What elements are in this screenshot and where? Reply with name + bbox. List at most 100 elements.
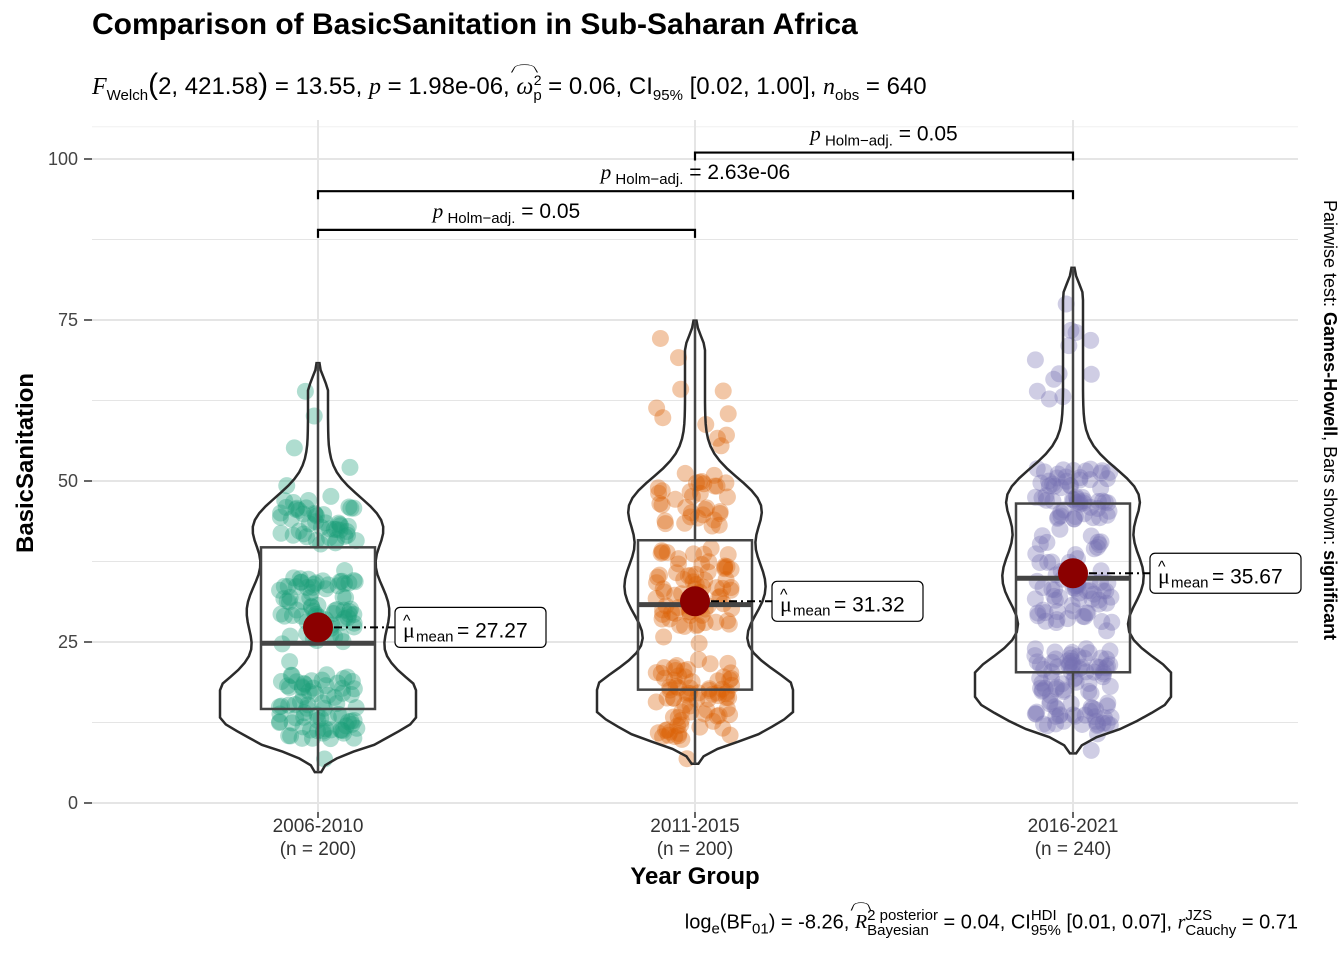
data-point xyxy=(1050,365,1068,383)
comparison-p-value: = 0.05 xyxy=(893,123,958,146)
data-point xyxy=(309,596,327,614)
data-point xyxy=(718,558,736,576)
data-point xyxy=(651,566,669,584)
mean-point xyxy=(1058,558,1088,589)
r2-hat: R xyxy=(855,911,867,934)
data-point xyxy=(717,474,735,492)
data-point xyxy=(302,584,320,602)
comparison-2006-2010-2011-2015: p Holm−adj. = 0.05 xyxy=(316,199,697,238)
data-point xyxy=(296,382,314,400)
data-point xyxy=(676,668,694,686)
data-point xyxy=(1101,677,1119,695)
data-point xyxy=(295,708,313,726)
data-point xyxy=(1065,510,1083,528)
data-point xyxy=(708,429,726,447)
data-point xyxy=(338,668,356,686)
data-point xyxy=(343,715,361,733)
data-point xyxy=(693,555,711,573)
data-point xyxy=(290,522,308,540)
mean-point xyxy=(680,586,710,617)
box-iqr xyxy=(1014,502,1132,674)
data-point xyxy=(661,678,679,696)
data-point xyxy=(1053,675,1071,693)
data-point xyxy=(1040,477,1058,495)
data-point xyxy=(661,610,679,628)
x-tick-n-label: (n = 200) xyxy=(657,839,734,860)
data-point xyxy=(1041,686,1059,704)
data-point xyxy=(1090,595,1108,613)
data-point xyxy=(300,491,318,509)
data-point xyxy=(709,687,727,705)
data-point xyxy=(1085,540,1103,558)
data-point xyxy=(304,578,322,596)
data-point xyxy=(282,727,300,745)
data-point xyxy=(1029,607,1047,625)
omega-symbol: ω xyxy=(516,74,534,100)
data-point xyxy=(670,725,688,743)
data-point xyxy=(1047,614,1065,632)
comparison-p-symbol: p xyxy=(431,199,444,223)
data-point xyxy=(1031,554,1049,572)
data-point xyxy=(1098,650,1116,668)
data-point xyxy=(1059,610,1077,628)
data-point xyxy=(665,689,683,707)
data-point xyxy=(282,510,300,528)
data-point xyxy=(647,664,665,682)
data-point xyxy=(1049,465,1067,483)
data-point xyxy=(299,570,317,588)
data-point xyxy=(1098,622,1116,640)
data-point xyxy=(658,721,676,739)
data-point xyxy=(337,717,355,735)
data-point xyxy=(1033,674,1051,692)
data-point xyxy=(284,494,302,512)
data-point xyxy=(1089,492,1107,510)
comparison-p-sub: Holm−adj. xyxy=(443,210,515,227)
data-point xyxy=(716,557,734,575)
data-point xyxy=(326,688,344,706)
data-point xyxy=(317,677,335,695)
data-point xyxy=(676,464,694,482)
omega-sup: 2 xyxy=(533,72,542,88)
data-point xyxy=(1077,462,1095,480)
data-point xyxy=(272,504,290,522)
data-point xyxy=(647,693,665,711)
data-point xyxy=(1063,652,1081,670)
data-point xyxy=(670,667,688,685)
data-point xyxy=(677,498,695,516)
data-point xyxy=(666,604,684,622)
data-point xyxy=(671,616,689,634)
x-tick-label: 2011-2015 xyxy=(650,816,739,837)
data-point xyxy=(271,713,289,731)
data-point xyxy=(1047,680,1065,698)
data-point xyxy=(661,723,679,741)
data-point xyxy=(1047,707,1065,725)
data-point xyxy=(347,699,365,717)
data-point xyxy=(1088,716,1106,734)
data-point xyxy=(1040,472,1058,490)
data-point xyxy=(666,586,684,604)
data-point xyxy=(651,329,669,347)
data-point xyxy=(1055,682,1073,700)
data-point xyxy=(679,660,697,678)
ci-value: [0.02, 1.00], xyxy=(689,73,817,100)
data-point xyxy=(653,542,671,560)
data-point xyxy=(1079,604,1097,622)
data-point xyxy=(1028,382,1046,400)
comparison-p-sub: Holm−adj. xyxy=(821,133,893,150)
data-point xyxy=(301,721,319,739)
data-point xyxy=(1087,712,1105,730)
data-point xyxy=(1090,536,1108,554)
data-point xyxy=(695,705,713,723)
data-point xyxy=(721,706,739,724)
data-point xyxy=(1098,714,1116,732)
data-point xyxy=(656,512,674,530)
data-point xyxy=(1052,503,1070,521)
data-point xyxy=(665,671,683,689)
data-point xyxy=(656,515,674,533)
data-point xyxy=(664,689,682,707)
data-point xyxy=(1093,462,1111,480)
data-point xyxy=(342,685,360,703)
data-point xyxy=(651,495,669,513)
data-point xyxy=(1043,553,1061,571)
data-point xyxy=(1066,707,1084,725)
